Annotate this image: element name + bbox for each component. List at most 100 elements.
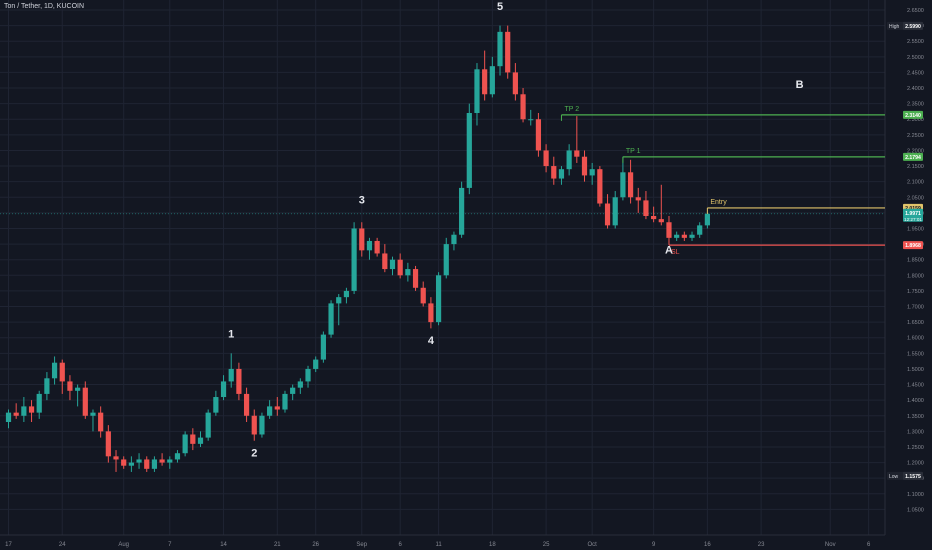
- x-tick-label: 25: [543, 542, 550, 548]
- candle-body: [305, 368, 311, 382]
- y-tick-label: 1.3500: [907, 414, 924, 420]
- candle-body: [566, 150, 572, 170]
- candle-body: [313, 359, 319, 369]
- candle-body: [643, 200, 649, 216]
- candle-body: [520, 94, 526, 120]
- y-tick-label: 1.7500: [907, 289, 924, 295]
- candle-body: [59, 362, 65, 382]
- candle-body: [251, 415, 257, 435]
- candle-body: [612, 197, 618, 226]
- y-tick-label: 1.5000: [907, 367, 924, 373]
- y-tick-label: 1.4000: [907, 398, 924, 404]
- candle-body: [627, 172, 634, 198]
- candle-body: [182, 434, 188, 454]
- candle-body: [374, 240, 380, 254]
- candle-body: [382, 253, 388, 270]
- y-tick-label: 1.5500: [907, 351, 924, 357]
- y-tick-label: 2.3000: [907, 117, 924, 123]
- candle-body: [412, 269, 419, 288]
- y-tick-label: 1.8000: [907, 273, 924, 279]
- candle-body: [428, 303, 434, 323]
- candle-body: [28, 406, 35, 413]
- candle-body: [320, 334, 326, 360]
- candle-body: [113, 456, 119, 460]
- y-tick-label: 2.2000: [907, 148, 924, 154]
- candle-body: [13, 412, 19, 416]
- level-price-tag: [903, 110, 923, 119]
- candle-body: [681, 234, 687, 238]
- wave-label: 3: [359, 195, 365, 207]
- candle-body: [359, 228, 365, 251]
- candle-body: [604, 203, 611, 226]
- x-tick-label: Oct: [588, 542, 598, 548]
- candle-body: [551, 166, 557, 179]
- candle-body: [651, 216, 657, 220]
- candle-body: [290, 387, 296, 394]
- x-tick-label: 24: [59, 542, 66, 548]
- candle-body: [82, 387, 88, 416]
- wave-label: 5: [497, 1, 503, 13]
- y-tick-label: 2.3500: [907, 102, 924, 108]
- candle-body: [674, 234, 680, 238]
- candle-countdown: 12:27:01: [904, 217, 922, 222]
- level-price-tag-text: 1.8968: [905, 243, 921, 249]
- x-tick-label: 6: [399, 542, 403, 548]
- x-tick-label: 21: [274, 542, 281, 548]
- candle-body: [466, 113, 472, 188]
- candle-body: [589, 169, 595, 176]
- candle-body: [343, 290, 350, 298]
- candle-body: [90, 412, 96, 416]
- candle-body: [459, 187, 465, 235]
- x-tick-label: 18: [489, 542, 496, 548]
- candle-body: [389, 259, 396, 270]
- x-tick-label: 16: [704, 542, 711, 548]
- y-tick-label: 2.0500: [907, 195, 924, 201]
- symbol-title: Ton / Tether, 1D, KUCOIN: [4, 3, 85, 10]
- candle-body: [366, 240, 373, 251]
- candle-body: [620, 172, 626, 198]
- candle-body: [697, 225, 703, 235]
- candle-body: [435, 275, 442, 323]
- hl-label-name: Low: [889, 474, 899, 480]
- wave-label: A: [665, 244, 673, 256]
- candle-body: [528, 119, 534, 121]
- y-tick-label: 2.1000: [907, 180, 924, 186]
- candle-body: [597, 169, 603, 204]
- y-tick-label: 2.5000: [907, 55, 924, 61]
- candle-body: [190, 434, 196, 444]
- x-tick-label: 7: [168, 542, 172, 548]
- candle-body: [243, 393, 250, 416]
- x-tick-label: Nov: [825, 542, 836, 548]
- hl-label-name: High: [889, 24, 900, 30]
- y-tick-label: 2.1500: [907, 164, 924, 170]
- level-label: TP 1: [626, 148, 641, 155]
- candle-body: [328, 303, 334, 335]
- candle-body: [144, 459, 150, 469]
- hl-value-box: [903, 471, 923, 480]
- candle-body: [44, 378, 50, 394]
- hl-label-value: 2.5990: [905, 24, 921, 30]
- x-tick-label: 14: [220, 542, 227, 548]
- candle-body: [36, 393, 42, 413]
- wave-label: 2: [251, 447, 257, 459]
- candle-body: [67, 381, 73, 391]
- candle-body: [128, 462, 134, 466]
- x-tick-label: Sep: [356, 542, 367, 548]
- x-tick-label: 9: [652, 542, 656, 548]
- candle-body: [274, 406, 280, 410]
- candle-body: [489, 66, 495, 95]
- y-tick-label: 1.2000: [907, 461, 924, 467]
- candle-body: [151, 459, 158, 469]
- level-price-tag-text: 2.3140: [905, 113, 921, 119]
- x-tick-label: Aug: [118, 542, 129, 548]
- candle-body: [51, 362, 58, 379]
- candle-body: [666, 222, 672, 238]
- y-tick-label: 1.3000: [907, 429, 924, 435]
- candle-body: [535, 119, 542, 151]
- y-tick-label: 2.5500: [907, 39, 924, 45]
- x-tick-label: 17: [5, 542, 12, 548]
- candle-body: [558, 169, 565, 179]
- candle-body: [228, 368, 234, 382]
- candle-body: [474, 69, 480, 113]
